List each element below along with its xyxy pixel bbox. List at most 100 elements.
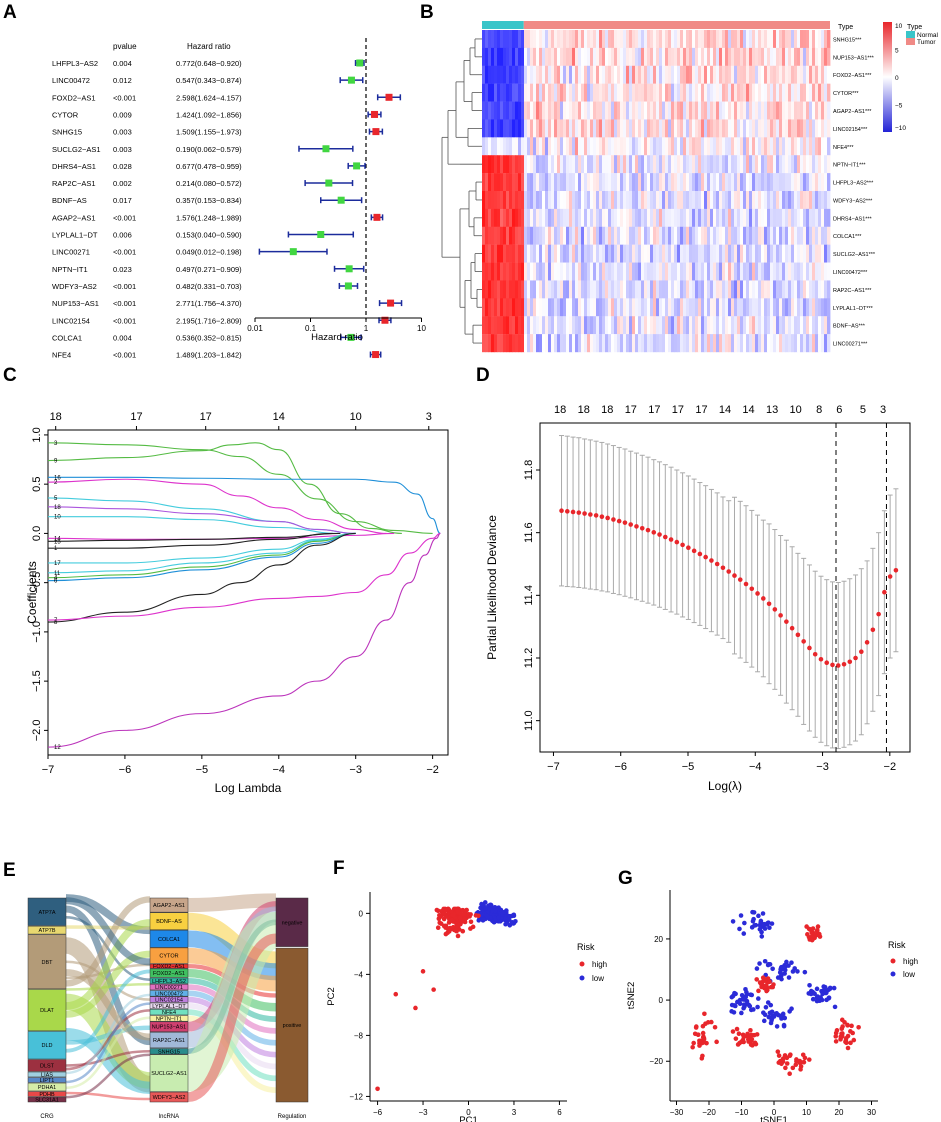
heatmap-cell: [689, 47, 693, 66]
heatmap-cell: [572, 244, 576, 263]
heatmap-cell: [593, 83, 597, 102]
cv-mean-point: [847, 659, 853, 665]
heatmap-cell: [698, 65, 702, 84]
heatmap-cell: [596, 65, 600, 84]
heatmap-cell: [641, 65, 645, 84]
x-axis-tick-label: −6: [373, 1108, 383, 1117]
heatmap-cell: [749, 47, 753, 66]
heatmap-cell: [635, 173, 639, 192]
heatmap-cell: [503, 262, 507, 281]
tsne-point-low: [781, 1023, 787, 1029]
heatmap-cell: [716, 137, 720, 156]
heatmap-cell: [638, 83, 642, 102]
pca-point-low: [479, 901, 484, 907]
heatmap-cell: [650, 208, 654, 227]
crg-node-label: LIPT1: [40, 1078, 55, 1084]
coefficient-path: [47, 532, 341, 542]
heatmap-cell: [614, 226, 618, 245]
heatmap-cell: [737, 280, 741, 299]
heatmap-cell: [590, 47, 594, 66]
cv-mean-point: [645, 527, 651, 533]
heatmap-cell: [746, 47, 750, 66]
heatmap-cell: [728, 280, 732, 299]
heatmap-cell: [797, 334, 801, 353]
heatmap-cell: [812, 280, 816, 299]
heatmap-cell: [707, 244, 711, 263]
tsne-legend-high-label: high: [903, 957, 918, 966]
heatmap-cell: [569, 47, 573, 66]
tsne-point-high: [856, 1025, 861, 1030]
coefficient-path-label: 8: [54, 620, 58, 626]
heatmap-cell: [713, 155, 717, 174]
heatmap-cell: [665, 280, 669, 299]
heatmap-cell: [632, 47, 636, 66]
coefficient-path: [47, 476, 441, 534]
heatmap-cell: [530, 137, 534, 156]
heatmap-cell: [689, 280, 693, 299]
heatmap-cell: [740, 316, 744, 335]
heatmap-cell: [599, 316, 603, 335]
heatmap-cell: [803, 244, 807, 263]
heatmap-cell: [575, 208, 579, 227]
heatmap-cell: [578, 334, 582, 353]
heatmap-gene-label: SNHG15***: [833, 37, 862, 43]
heatmap-cell: [698, 334, 702, 353]
heatmap-cell: [572, 30, 576, 49]
heatmap-cell: [509, 191, 513, 210]
heatmap-cell: [764, 65, 768, 84]
heatmap-cell: [584, 137, 588, 156]
heatmap-cell: [737, 191, 741, 210]
heatmap-cell: [656, 83, 660, 102]
heatmap-cell: [731, 244, 735, 263]
coefficient-path: [47, 532, 356, 579]
pca-point-high: [420, 969, 426, 974]
tsne-point-high: [812, 932, 818, 937]
forest-pvalue: 0.003: [113, 145, 132, 154]
heatmap-cell: [800, 137, 804, 156]
heatmap-cell: [743, 101, 747, 120]
x-axis-tick-label: 30: [867, 1108, 876, 1117]
heatmap-cell: [512, 244, 516, 263]
heatmap-cell: [629, 30, 633, 49]
heatmap-cell: [689, 226, 693, 245]
heatmap-cell: [641, 101, 645, 120]
pca-legend-low-label: low: [592, 974, 604, 983]
heatmap-cell: [599, 119, 603, 138]
heatmap-cell: [542, 280, 546, 299]
heatmap-cell: [629, 316, 633, 335]
heatmap-cell: [575, 191, 579, 210]
heatmap-cell: [515, 173, 519, 192]
heatmap-cell: [776, 119, 780, 138]
heatmap-cell: [725, 83, 729, 102]
heatmap-cell: [806, 191, 810, 210]
heatmap-cell: [530, 316, 534, 335]
heatmap-cell: [662, 83, 666, 102]
heatmap-cell: [554, 191, 558, 210]
heatmap-cell: [500, 334, 504, 353]
heatmap-cell: [641, 137, 645, 156]
sankey-link-crg-lncrna: [65, 919, 151, 1010]
heatmap-cell: [653, 298, 657, 317]
heatmap-cell: [626, 30, 630, 49]
heatmap-cell: [593, 119, 597, 138]
heatmap-cell: [728, 226, 732, 245]
heatmap-cell: [533, 262, 537, 281]
heatmap-cell: [725, 226, 729, 245]
heatmap-cell: [803, 30, 807, 49]
heatmap-cell: [734, 83, 738, 102]
heatmap-cell: [494, 119, 498, 138]
heatmap-cell: [596, 47, 600, 66]
cv-mean-point: [743, 581, 749, 587]
heatmap-cell: [725, 316, 729, 335]
heatmap-cell: [482, 334, 486, 353]
heatmap-cell: [629, 65, 633, 84]
heatmap-cell: [524, 173, 528, 192]
forest-plot-area: 0.01 0.1 1 10: [247, 38, 426, 359]
heatmap-cell: [791, 83, 795, 102]
heatmap-cell: [551, 30, 555, 49]
y-axis-tick-label: 20: [654, 935, 663, 944]
heatmap-cell: [695, 316, 699, 335]
heatmap-cell: [563, 47, 567, 66]
heatmap-cell: [638, 137, 642, 156]
heatmap-cell: [527, 316, 531, 335]
